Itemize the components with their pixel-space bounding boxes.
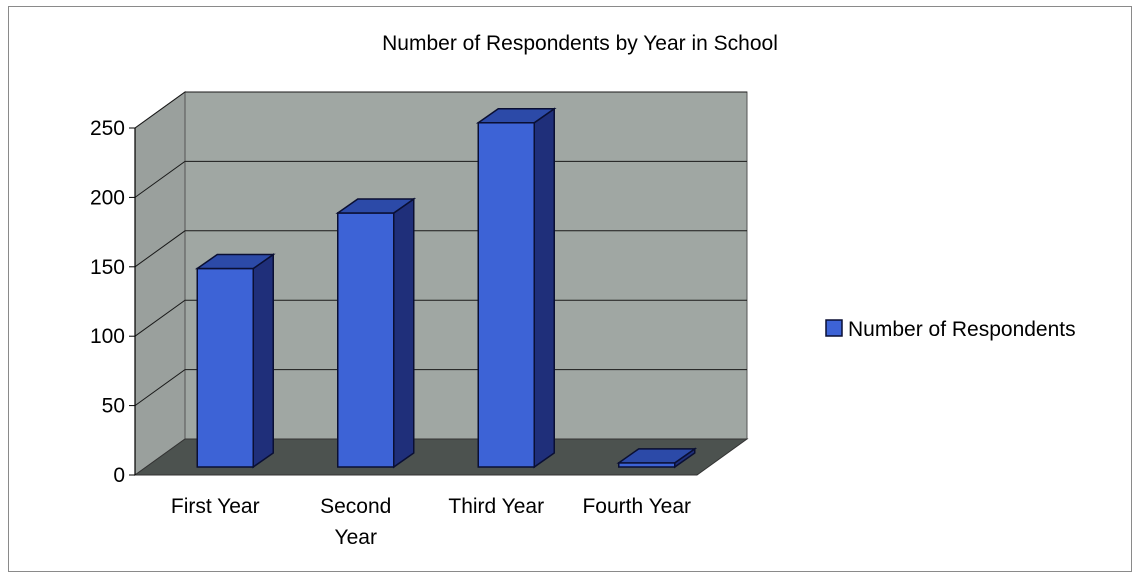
y-axis: 0 50 100 150 200 250	[90, 117, 136, 487]
x-category-label: Fourth Year	[582, 495, 691, 518]
x-category-label: First Year	[171, 495, 260, 518]
y-tick-label: 200	[90, 186, 125, 209]
floor	[133, 438, 749, 476]
gridline	[134, 91, 747, 129]
bar-front	[337, 212, 395, 468]
gridline	[134, 160, 747, 198]
bar	[335, 197, 417, 469]
bar-side	[533, 107, 555, 469]
bar-top	[194, 253, 276, 270]
bar-top	[475, 108, 557, 124]
bar-side	[393, 197, 415, 469]
gridlines	[134, 91, 747, 407]
y-tick-label: 50	[102, 395, 125, 418]
legend-label: Number of Respondents	[848, 318, 1076, 341]
bar	[616, 447, 698, 469]
gridline	[134, 230, 747, 268]
y-tick-label: 0	[113, 464, 125, 487]
gridline	[134, 299, 747, 337]
bars	[194, 107, 698, 469]
x-category-label: Third Year	[448, 495, 544, 518]
bar	[194, 253, 276, 469]
bar-side	[252, 253, 274, 469]
bar-front	[196, 267, 254, 468]
x-category-label: Second Year	[320, 495, 391, 549]
bar-front	[477, 122, 535, 468]
gridline	[134, 369, 747, 407]
bar-top	[616, 448, 698, 464]
y-tick-label: 150	[90, 256, 125, 279]
x-axis: First Year Second Year Third Year Fourth Yea…	[171, 495, 691, 549]
chart-title: Number of Respondents by Year in School	[382, 32, 778, 55]
y-tick-label: 100	[90, 325, 125, 348]
legend: Number of Respondents	[825, 318, 1076, 341]
y-tick-label: 250	[90, 117, 125, 140]
bar	[475, 107, 557, 469]
legend-swatch	[825, 319, 843, 337]
side-wall	[134, 91, 186, 476]
plot-walls	[133, 91, 749, 476]
bar-top	[335, 198, 417, 214]
